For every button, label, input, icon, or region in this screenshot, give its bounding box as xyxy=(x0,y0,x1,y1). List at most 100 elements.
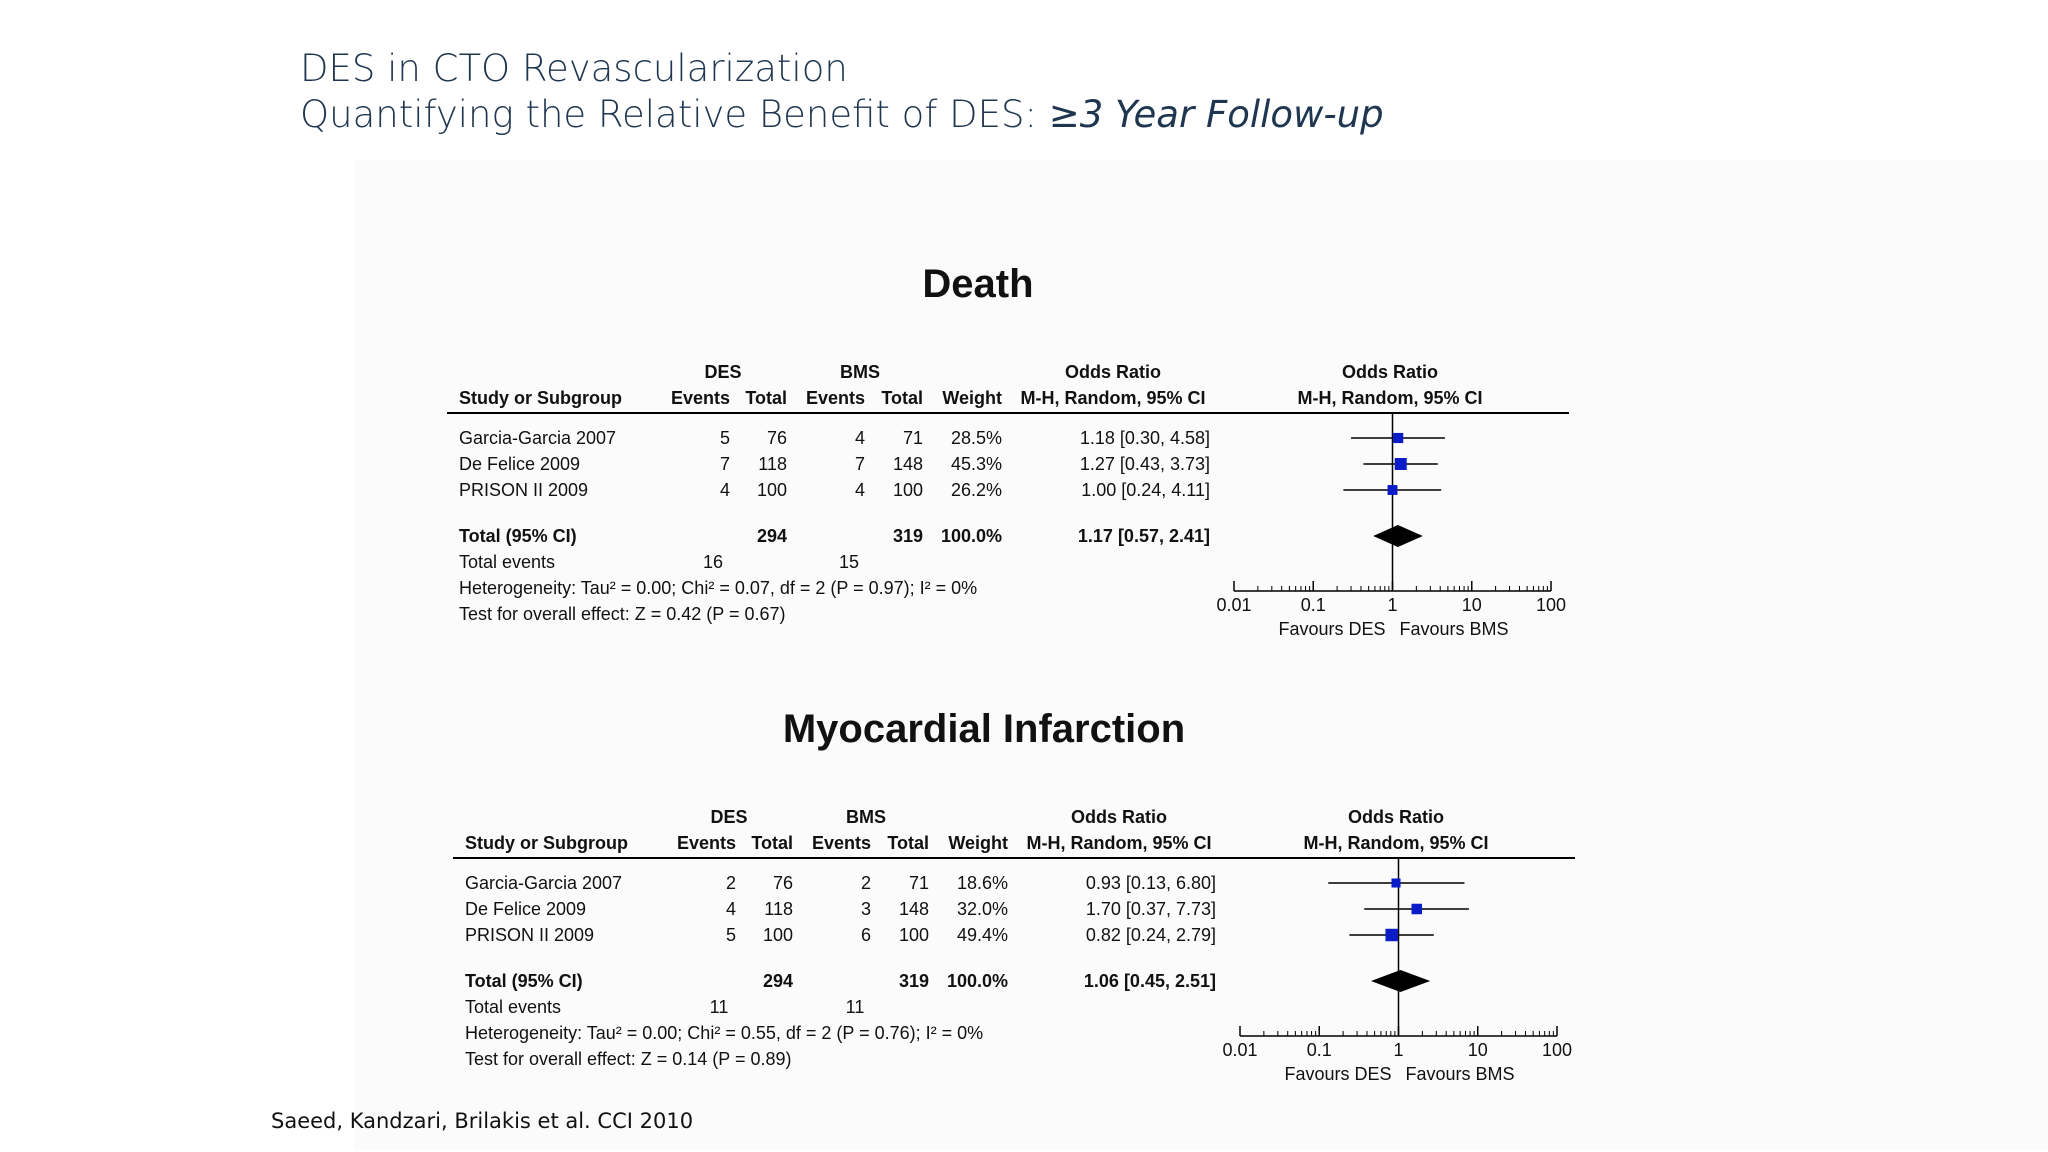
total-weight: 100.0% xyxy=(947,971,1008,991)
slide-title: DES in CTO Revascularization Quantifying… xyxy=(300,46,1384,138)
cell-des-total: 118 xyxy=(764,899,793,919)
cell-weight: 18.6% xyxy=(957,873,1008,893)
study-marker xyxy=(1387,485,1398,495)
heterogeneity-text: Heterogeneity: Tau² = 0.00; Chi² = 0.07,… xyxy=(459,578,977,598)
total-events-bms: 11 xyxy=(846,997,865,1017)
total-events-label: Total events xyxy=(459,552,555,572)
total-bms-total: 319 xyxy=(893,526,923,546)
total-weight: 100.0% xyxy=(941,526,1002,546)
slide-title-line-2-emphasis: ≥3 Year Follow-up xyxy=(1048,93,1384,136)
total-events-des: 11 xyxy=(710,997,729,1017)
citation: Saeed, Kandzari, Brilakis et al. CCI 201… xyxy=(271,1109,694,1133)
cell-odds-ratio-ci: 1.27 [0.43, 3.73] xyxy=(1080,454,1210,474)
group-header-odds-ratio: Odds Ratio xyxy=(1071,807,1167,827)
cell-bms-total: 71 xyxy=(909,873,929,893)
cell-bms-events: 7 xyxy=(855,454,865,474)
x-axis-tick-label: 0.01 xyxy=(1216,595,1251,615)
study-name: Garcia-Garcia 2007 xyxy=(465,873,622,893)
column-header-des-total: Total xyxy=(745,388,787,408)
study-marker xyxy=(1391,878,1401,888)
study-marker xyxy=(1411,903,1423,915)
cell-bms-events: 3 xyxy=(861,899,871,919)
cell-des-events: 5 xyxy=(720,428,730,448)
total-des-total: 294 xyxy=(757,526,787,546)
cell-weight: 26.2% xyxy=(951,480,1002,500)
study-name: De Felice 2009 xyxy=(459,454,580,474)
x-axis-tick-label: 0.1 xyxy=(1307,1040,1332,1060)
x-axis-tick-label: 1 xyxy=(1393,1040,1403,1060)
x-axis-tick-label: 1 xyxy=(1387,595,1397,615)
cell-des-total: 100 xyxy=(757,480,787,500)
cell-bms-total: 148 xyxy=(893,454,923,474)
study-name: De Felice 2009 xyxy=(465,899,586,919)
favours-bms-label: Favours BMS xyxy=(1400,619,1509,639)
cell-des-events: 5 xyxy=(726,925,736,945)
cell-weight: 49.4% xyxy=(957,925,1008,945)
study-marker xyxy=(1394,458,1407,470)
cell-odds-ratio-ci: 0.93 [0.13, 6.80] xyxy=(1086,873,1216,893)
column-header-ci-plot: M-H, Random, 95% CI xyxy=(1303,833,1488,853)
total-bms-total: 319 xyxy=(899,971,929,991)
total-odds-ratio-ci: 1.17 [0.57, 2.41] xyxy=(1078,526,1210,546)
study-name: Garcia-Garcia 2007 xyxy=(459,428,616,448)
cell-des-total: 118 xyxy=(758,454,787,474)
x-axis-tick-label: 10 xyxy=(1468,1040,1488,1060)
group-header-odds-ratio-plot: Odds Ratio xyxy=(1342,362,1438,382)
column-header-des-events: Events xyxy=(677,833,736,853)
total-odds-ratio-ci: 1.06 [0.45, 2.51] xyxy=(1084,971,1216,991)
pooled-diamond xyxy=(1373,525,1423,547)
study-name: PRISON II 2009 xyxy=(465,925,594,945)
cell-bms-events: 4 xyxy=(855,428,865,448)
cell-weight: 32.0% xyxy=(957,899,1008,919)
study-name: PRISON II 2009 xyxy=(459,480,588,500)
column-header-bms-events: Events xyxy=(812,833,871,853)
column-header-ci: M-H, Random, 95% CI xyxy=(1020,388,1205,408)
column-header-bms-events: Events xyxy=(806,388,865,408)
column-header-des-total: Total xyxy=(751,833,793,853)
group-header-des: DES xyxy=(710,807,747,827)
study-marker xyxy=(1393,432,1404,444)
cell-weight: 28.5% xyxy=(951,428,1002,448)
pooled-diamond xyxy=(1371,970,1431,992)
column-header-weight: Weight xyxy=(948,833,1008,853)
cell-des-events: 2 xyxy=(726,873,736,893)
group-header-bms: BMS xyxy=(840,362,880,382)
favours-des-label: Favours DES xyxy=(1278,619,1385,639)
column-header-ci: M-H, Random, 95% CI xyxy=(1026,833,1211,853)
cell-des-total: 76 xyxy=(773,873,793,893)
x-axis-tick-label: 10 xyxy=(1462,595,1482,615)
cell-odds-ratio-ci: 1.70 [0.37, 7.73] xyxy=(1086,899,1216,919)
cell-des-events: 4 xyxy=(726,899,736,919)
total-events-label: Total events xyxy=(465,997,561,1017)
column-header-ci-plot: M-H, Random, 95% CI xyxy=(1297,388,1482,408)
cell-bms-events: 6 xyxy=(861,925,871,945)
study-marker xyxy=(1385,928,1398,942)
cell-des-events: 7 xyxy=(720,454,730,474)
heterogeneity-text: Heterogeneity: Tau² = 0.00; Chi² = 0.55,… xyxy=(465,1023,983,1043)
group-header-bms: BMS xyxy=(846,807,886,827)
total-des-total: 294 xyxy=(763,971,793,991)
slide-title-line-2: Quantifying the Relative Benefit of DES:… xyxy=(300,92,1384,138)
cell-bms-total: 148 xyxy=(899,899,929,919)
x-axis-tick-label: 0.1 xyxy=(1301,595,1326,615)
cell-des-events: 4 xyxy=(720,480,730,500)
favours-des-label: Favours DES xyxy=(1284,1064,1391,1084)
x-axis-tick-label: 100 xyxy=(1536,595,1566,615)
favours-bms-label: Favours BMS xyxy=(1406,1064,1515,1084)
total-label: Total (95% CI) xyxy=(459,526,577,546)
column-header-study: Study or Subgroup xyxy=(459,388,622,408)
x-axis-tick-label: 100 xyxy=(1542,1040,1572,1060)
cell-odds-ratio-ci: 0.82 [0.24, 2.79] xyxy=(1086,925,1216,945)
total-events-des: 16 xyxy=(703,552,723,572)
cell-odds-ratio-ci: 1.18 [0.30, 4.58] xyxy=(1080,428,1210,448)
cell-des-total: 76 xyxy=(767,428,787,448)
cell-bms-events: 2 xyxy=(861,873,871,893)
cell-bms-total: 100 xyxy=(899,925,929,945)
group-header-odds-ratio-plot: Odds Ratio xyxy=(1348,807,1444,827)
column-header-study: Study or Subgroup xyxy=(465,833,628,853)
x-axis-tick-label: 0.01 xyxy=(1222,1040,1257,1060)
slide-title-line-2-text: Quantifying the Relative Benefit of DES: xyxy=(300,93,1049,136)
cell-bms-total: 71 xyxy=(903,428,923,448)
